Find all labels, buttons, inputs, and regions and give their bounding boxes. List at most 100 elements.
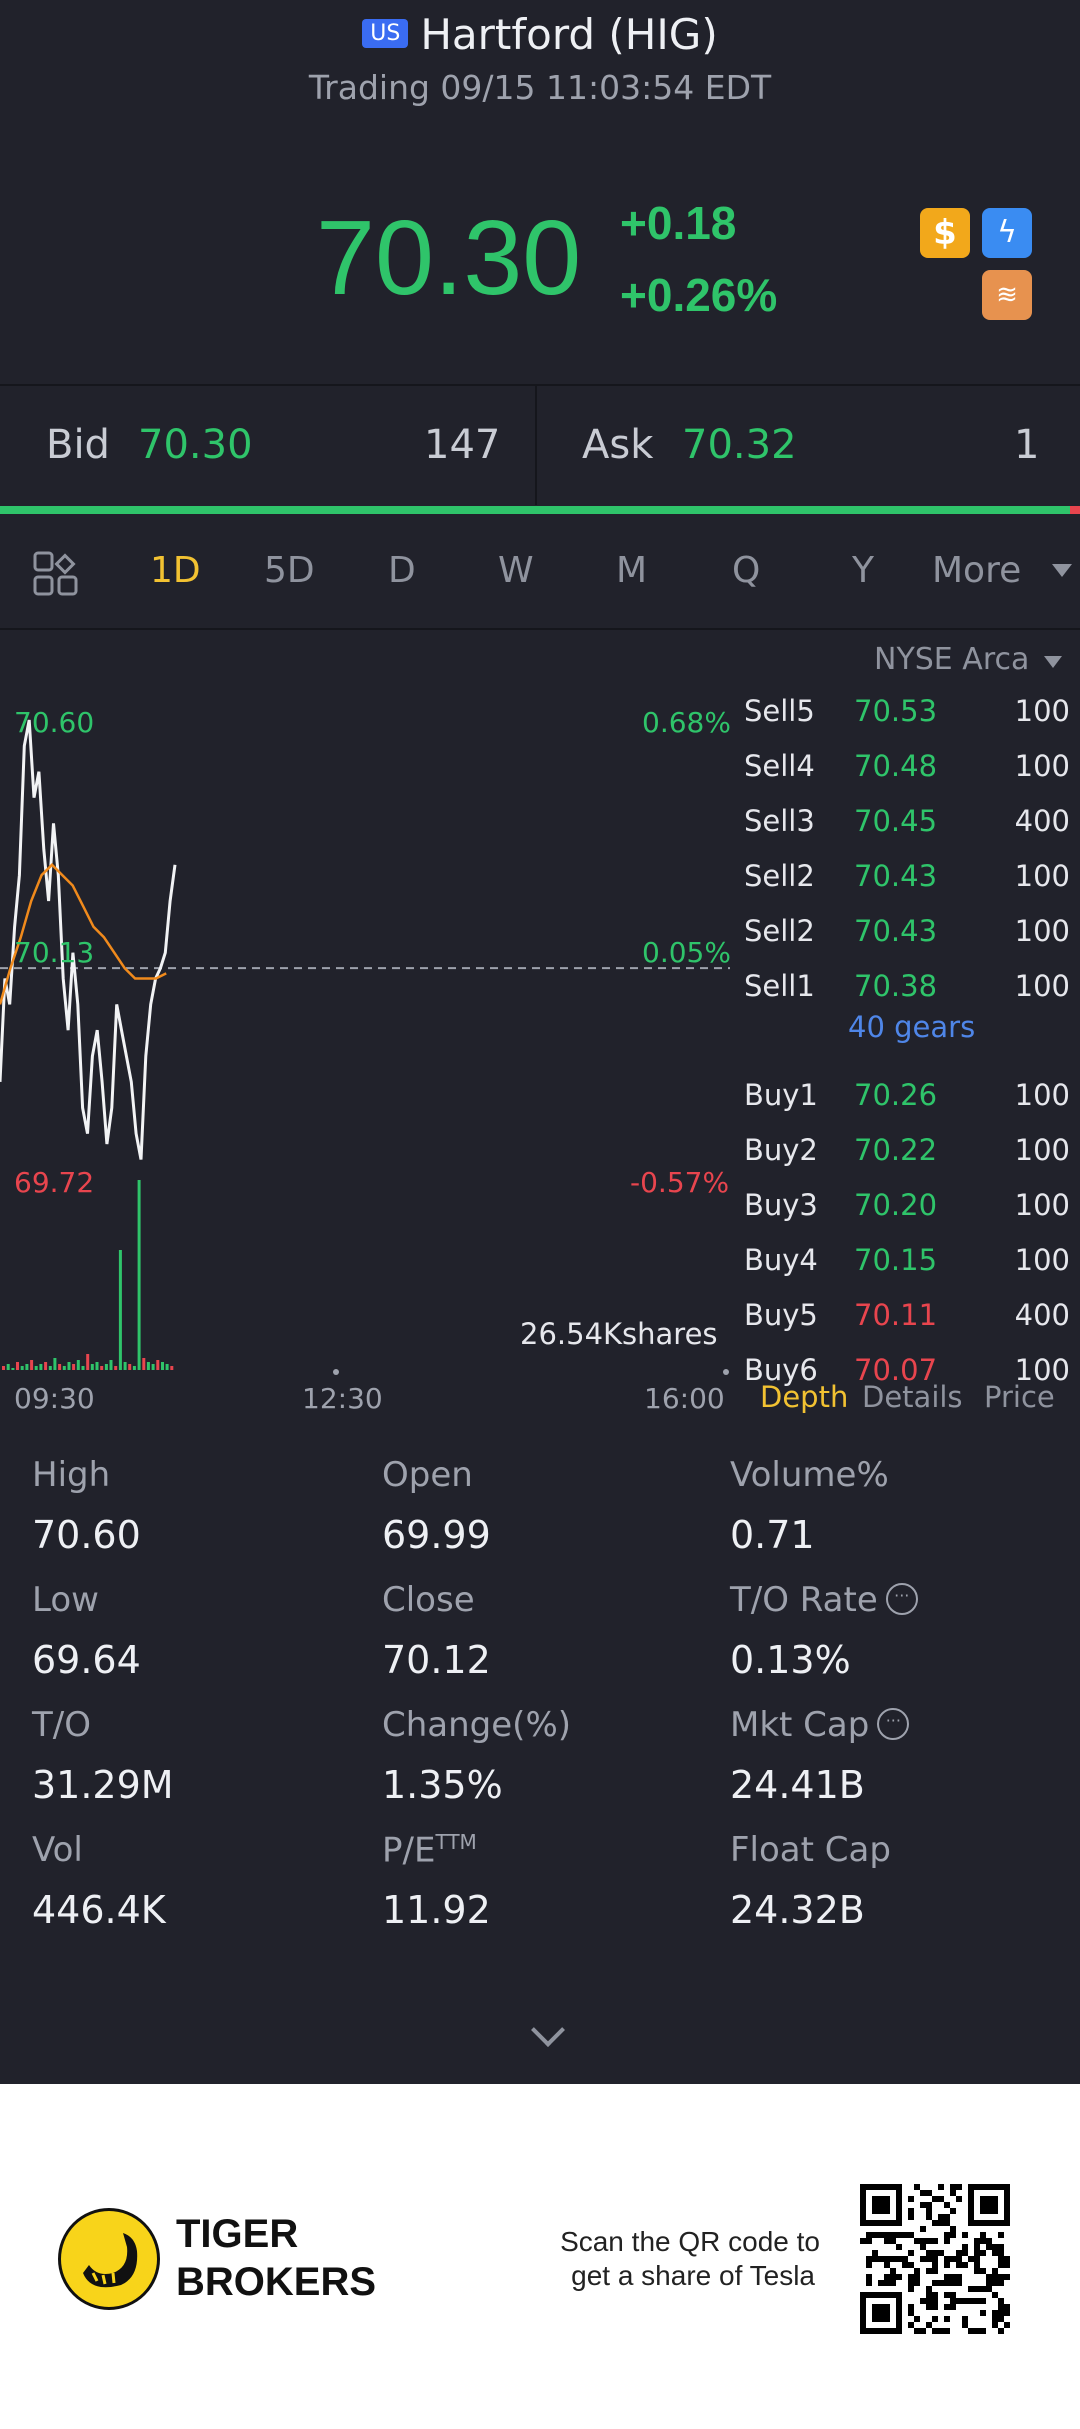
buy-order-row: Buy2 70.22 100 <box>744 1133 1074 1188</box>
tab-details[interactable]: Details <box>862 1380 963 1414</box>
stock-name: Hartford (HIG) <box>420 10 718 59</box>
sell-order-row: Sell2 70.43 100 <box>744 914 1074 969</box>
time-label-close: 16:00 <box>644 1382 725 1415</box>
volume-bar <box>16 1362 19 1370</box>
stack-icon[interactable]: ≋ <box>982 270 1032 320</box>
exchange-selector[interactable]: NYSE Arca <box>874 642 1030 677</box>
stat-value: 1.35% <box>382 1763 503 1807</box>
volume-bar <box>62 1366 66 1370</box>
order-price: 70.26 <box>854 1078 938 1112</box>
order-size: 100 <box>1014 1353 1070 1387</box>
y-low-label: 69.72 <box>14 1166 95 1199</box>
stat-label: Volume% <box>730 1455 889 1495</box>
last-price: 70.30 <box>316 199 582 317</box>
tab-w[interactable]: W <box>498 550 534 591</box>
order-size: 100 <box>1014 1078 1070 1112</box>
tab-more[interactable]: More <box>932 550 1022 591</box>
info-icon[interactable]: ··· <box>885 1582 918 1615</box>
stat-label-text: Mkt Cap <box>730 1705 870 1745</box>
volume-bar <box>123 1362 127 1370</box>
ask-price: 70.32 <box>682 422 797 468</box>
order-size: 100 <box>1014 749 1070 783</box>
order-price: 70.07 <box>854 1353 938 1387</box>
volume-bar <box>20 1366 24 1370</box>
ask-label: Ask <box>582 422 654 468</box>
buy-order-row: Buy1 70.26 100 <box>744 1078 1074 1133</box>
stat-value: 446.4K <box>32 1888 166 1932</box>
more-caret-icon[interactable] <box>1052 564 1072 577</box>
gears-link[interactable]: 40 gears <box>848 1010 976 1044</box>
market-badge: US <box>362 19 409 48</box>
tab-q[interactable]: Q <box>732 550 761 591</box>
volume-bar <box>53 1358 57 1370</box>
stat-label-text: Vol <box>32 1830 83 1870</box>
stat-label: Change(%) <box>382 1705 571 1745</box>
tab-d[interactable]: D <box>388 550 416 591</box>
tab-depth[interactable]: Depth <box>760 1380 849 1414</box>
tab-y[interactable]: Y <box>852 550 874 591</box>
volume-bar <box>39 1364 43 1370</box>
order-size: 100 <box>1014 914 1070 948</box>
volume-bar <box>118 1250 122 1370</box>
stat-label: Low <box>32 1580 99 1620</box>
info-icon[interactable]: ··· <box>877 1707 910 1740</box>
stat-label-text: Float Cap <box>730 1830 891 1870</box>
pct-low-label: -0.57% <box>630 1166 730 1199</box>
volume-bar <box>114 1366 118 1370</box>
tab-price[interactable]: Price <box>984 1380 1055 1414</box>
order-price: 70.22 <box>854 1133 938 1167</box>
order-level: Sell2 <box>744 859 815 893</box>
tab-m[interactable]: M <box>616 550 648 591</box>
volume-bar <box>137 1180 141 1370</box>
stat-label: Open <box>382 1455 473 1495</box>
flash-icon[interactable]: ϟ <box>982 208 1032 258</box>
volume-bar <box>156 1360 160 1370</box>
stat-label: Float Cap <box>730 1830 891 1870</box>
bid-price: 70.30 <box>138 422 253 468</box>
stat-label-text: T/O <box>32 1705 91 1745</box>
order-level: Buy5 <box>744 1298 818 1332</box>
price-line <box>0 719 177 1160</box>
buy-order-row: Buy5 70.11 400 <box>744 1298 1074 1353</box>
stat-label: T/O <box>32 1705 91 1745</box>
chevron-down-icon[interactable] <box>531 2013 565 2047</box>
intraday-chart[interactable] <box>0 680 730 1380</box>
order-price: 70.15 <box>854 1243 938 1277</box>
brand-line-1: TIGER <box>176 2212 299 2256</box>
volume-bar <box>67 1362 71 1370</box>
volume-bar <box>90 1364 94 1370</box>
tab-5d[interactable]: 5D <box>264 550 315 591</box>
stat-value: 0.71 <box>730 1513 815 1557</box>
divider <box>0 384 1080 386</box>
layout-grid-icon[interactable] <box>32 550 80 598</box>
order-size: 400 <box>1014 1298 1070 1332</box>
tab-1d[interactable]: 1D <box>150 550 201 591</box>
average-price-line <box>0 863 167 1005</box>
stat-label-text: Close <box>382 1580 475 1620</box>
stat-value: 69.64 <box>32 1638 141 1682</box>
bid-size: 147 <box>424 422 501 468</box>
stat-label-text: High <box>32 1455 111 1495</box>
exchange-caret-icon[interactable] <box>1044 656 1062 668</box>
dollar-icon[interactable]: $ <box>920 208 970 258</box>
volume-bar <box>34 1366 38 1370</box>
ask-size: 1 <box>1014 422 1040 468</box>
order-level: Sell5 <box>744 694 815 728</box>
stat-label-text: Open <box>382 1455 473 1495</box>
volume-bar <box>2 1366 5 1370</box>
buy-order-row: Buy3 70.20 100 <box>744 1188 1074 1243</box>
stat-value: 70.12 <box>382 1638 491 1682</box>
volume-bar <box>58 1364 62 1370</box>
order-level: Buy1 <box>744 1078 818 1112</box>
stat-label-text: Low <box>32 1580 99 1620</box>
order-size: 100 <box>1014 1243 1070 1277</box>
sell-order-row: Sell5 70.53 100 <box>744 694 1074 749</box>
sell-order-row: Sell3 70.45 400 <box>744 804 1074 859</box>
sell-order-row: Sell2 70.43 100 <box>744 859 1074 914</box>
stat-label-text: Change(%) <box>382 1705 572 1745</box>
volume-bar <box>76 1360 80 1370</box>
bid-ask-separator <box>535 385 537 505</box>
order-level: Buy4 <box>744 1243 818 1277</box>
order-size: 400 <box>1014 804 1070 838</box>
trading-status: Trading 09/15 11:03:54 EDT <box>308 68 772 107</box>
